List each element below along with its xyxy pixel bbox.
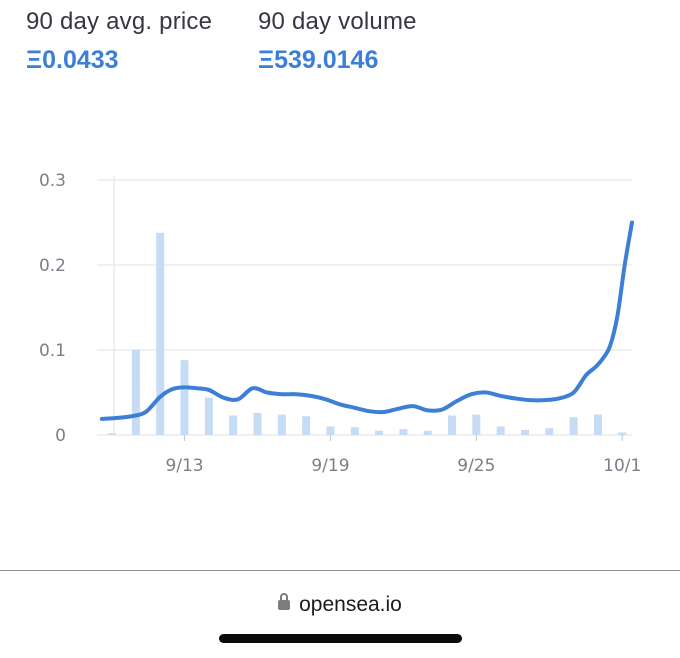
volume-bar[interactable] [545, 428, 554, 435]
volume-bar[interactable] [277, 414, 286, 435]
volume-bar[interactable] [593, 414, 602, 435]
price-line-layer [99, 220, 634, 421]
volume-bar[interactable] [131, 350, 140, 435]
volume-stat: 90 day volume Ξ539.0146 [258, 8, 417, 75]
volume-bar[interactable] [423, 430, 432, 435]
volume-bar[interactable] [350, 427, 359, 435]
volume-bar[interactable] [448, 415, 457, 435]
y-tick-label: 0.2 [39, 256, 66, 276]
browser-bottom-bar: opensea.io [0, 570, 680, 658]
volume-label: 90 day volume [258, 8, 417, 35]
volume-bar[interactable] [156, 232, 165, 435]
avg-price-label: 90 day avg. price [26, 8, 213, 35]
grid [97, 176, 632, 436]
volume-bar[interactable] [326, 426, 335, 436]
volume-bar[interactable] [107, 433, 116, 435]
x-tick-label: 9/19 [311, 456, 349, 476]
volume-bar[interactable] [229, 415, 238, 435]
volume-bars [107, 232, 627, 436]
y-tick-label: 0.3 [39, 171, 66, 191]
volume-bar[interactable] [472, 414, 481, 435]
y-tick-label: 0.1 [39, 341, 66, 361]
x-tick-label: 9/25 [457, 456, 495, 476]
y-tick-label: 0 [55, 426, 66, 446]
volume-bar[interactable] [496, 426, 505, 436]
volume-bar[interactable] [375, 430, 384, 435]
home-indicator[interactable] [219, 634, 462, 643]
x-tick-label: 9/13 [165, 456, 203, 476]
volume-bar[interactable] [253, 412, 262, 435]
volume-bar[interactable] [569, 417, 578, 435]
avg-price-value: Ξ0.0433 [26, 46, 119, 74]
volume-bar[interactable] [521, 429, 529, 435]
volume-bar[interactable] [204, 397, 213, 435]
address-bar[interactable]: opensea.io [0, 593, 680, 617]
volume-bar[interactable] [399, 429, 408, 435]
x-axis-labels: 9/13 9/19 9/25 10/1 [165, 435, 641, 476]
x-tick-label: 10/1 [603, 456, 641, 476]
url-text: opensea.io [299, 593, 402, 616]
y-axis-labels: 0 0.1 0.2 0.3 [39, 171, 66, 446]
volume-value: Ξ539.0146 [258, 46, 379, 74]
price-volume-chart[interactable]: 0 0.1 0.2 0.3 9/13 9/19 9/25 10/1 [0, 150, 680, 510]
volume-bar[interactable] [180, 360, 189, 435]
price-line[interactable] [99, 220, 634, 421]
volume-bar[interactable] [302, 416, 311, 435]
lock-icon [278, 593, 291, 610]
volume-bar[interactable] [618, 432, 627, 435]
avg-price-stat: 90 day avg. price Ξ0.0433 [26, 8, 212, 75]
